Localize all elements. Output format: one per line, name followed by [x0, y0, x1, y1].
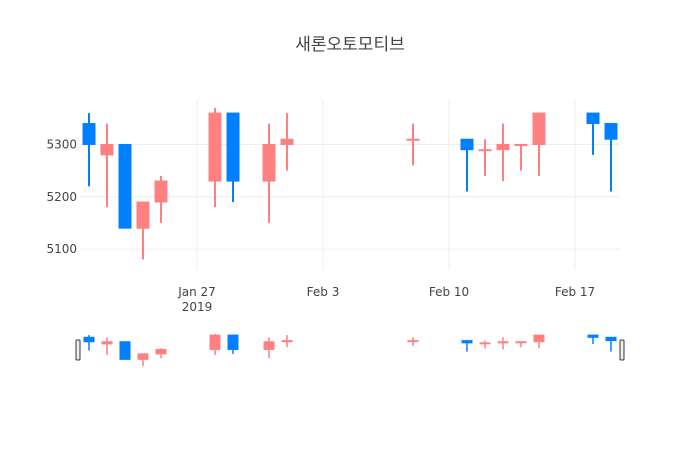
candle	[226, 112, 240, 202]
candle-body	[605, 336, 617, 342]
y-tick-label: 5300	[46, 137, 77, 151]
y-axis: 5100 5200 5300	[46, 137, 77, 256]
candle	[586, 112, 600, 155]
candle-body	[101, 341, 113, 345]
candle	[118, 143, 132, 229]
candle-body	[496, 143, 510, 151]
candle	[100, 123, 114, 208]
candle-body	[281, 340, 293, 343]
candle	[478, 139, 492, 176]
x-tick-label: Feb 3	[307, 285, 340, 299]
x-tick-sublabel: 2019	[182, 300, 213, 314]
candle-body	[209, 334, 221, 350]
candle-body	[478, 149, 492, 152]
range-slider-right-handle[interactable]	[619, 339, 625, 361]
candle-mini	[281, 335, 293, 348]
candle	[262, 123, 276, 223]
candle-body	[515, 341, 527, 344]
candle-body	[280, 138, 294, 145]
candle-body	[226, 112, 240, 182]
candle-body	[406, 138, 420, 141]
candle-mini	[263, 337, 275, 359]
candle-mini	[407, 337, 419, 347]
candle	[532, 112, 546, 176]
candle	[406, 123, 420, 166]
candle-body	[154, 180, 168, 203]
candle-body	[118, 143, 132, 229]
candle-body	[461, 340, 473, 344]
y-tick-label: 5100	[46, 242, 77, 256]
candle-mini	[479, 340, 491, 349]
candle-mini	[137, 353, 149, 366]
candle-body	[407, 340, 419, 343]
candle-body	[497, 341, 509, 344]
candle-mini	[533, 334, 545, 349]
candle-mini	[155, 348, 167, 359]
chart-title: 새론오토모티브	[295, 35, 404, 55]
candle-body	[227, 334, 239, 350]
candle-body	[208, 112, 222, 182]
candle	[82, 113, 96, 187]
candle	[208, 107, 222, 208]
candle-mini	[605, 336, 617, 352]
candle-mini	[515, 341, 527, 348]
y-tick-label: 5200	[46, 190, 77, 204]
candle-mini	[587, 334, 599, 344]
range-slider-left-handle[interactable]	[75, 339, 81, 361]
candle-body	[479, 342, 491, 345]
candle-mini	[461, 340, 473, 352]
candle	[280, 113, 294, 171]
x-tick-label: Jan 27	[177, 285, 216, 299]
candle-mini	[119, 341, 131, 360]
candle-body	[604, 123, 618, 140]
x-tick-label: Feb 10	[429, 285, 469, 299]
candle	[154, 175, 168, 223]
candle	[496, 123, 510, 182]
candle-body	[532, 112, 546, 145]
candle	[460, 138, 474, 192]
candle-body	[155, 348, 167, 355]
candle-body	[587, 334, 599, 338]
range-slider[interactable]	[75, 330, 625, 370]
candle-body	[119, 341, 131, 360]
x-tick-label: Feb 17	[555, 285, 595, 299]
candle-body	[100, 143, 114, 156]
candle	[604, 123, 618, 192]
candle-mini	[101, 337, 113, 355]
candle-body	[82, 123, 96, 145]
candle-body	[262, 143, 276, 182]
candle-body	[586, 112, 600, 125]
candle	[514, 143, 528, 171]
candle-body	[136, 201, 150, 229]
candles	[82, 107, 618, 260]
grid	[80, 100, 620, 270]
candle-body	[514, 143, 528, 146]
range-slider-candles	[83, 334, 617, 366]
candle-mini	[227, 334, 239, 354]
candle-body	[533, 334, 545, 343]
candle-body	[263, 341, 275, 350]
candle-mini	[83, 335, 95, 351]
candle-mini	[209, 334, 221, 355]
candle-body	[83, 336, 95, 343]
candle-body	[137, 353, 149, 360]
candle-mini	[497, 337, 509, 350]
range-slider-background	[80, 330, 620, 370]
candle-body	[460, 138, 474, 151]
candle	[136, 201, 150, 260]
